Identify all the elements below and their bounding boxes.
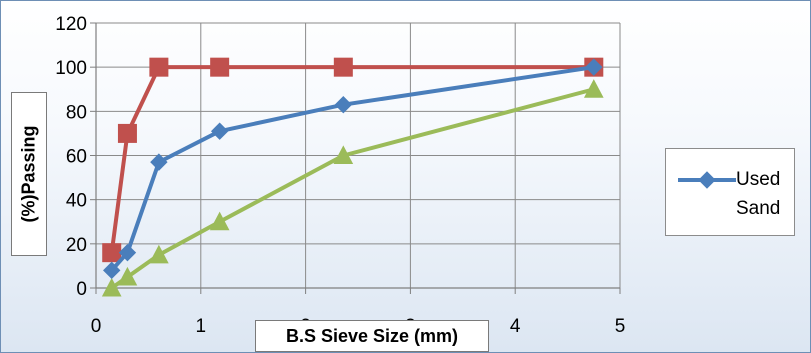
series-2-point	[210, 57, 230, 77]
series-1-point	[210, 122, 229, 140]
y-tick-label: 120	[55, 14, 87, 35]
series-1-point	[334, 96, 353, 114]
y-tick-label: 100	[55, 58, 87, 79]
series-1-point	[118, 243, 137, 262]
x-tick-label: 5	[615, 316, 626, 337]
legend-diamond-marker	[698, 171, 716, 189]
series-3-point	[333, 145, 354, 164]
series-2-line	[109, 65, 594, 253]
series-3-point	[209, 211, 230, 231]
series-2-point	[149, 57, 169, 77]
y-tick-label: 0	[76, 279, 87, 300]
series-3-point	[149, 244, 169, 264]
y-axis-title-text: (%)Passing	[18, 125, 39, 223]
series-3-line	[110, 87, 595, 290]
x-axis-title-text: B.S Sieve Size (mm)	[285, 325, 459, 346]
y-tick-label: 60	[66, 147, 87, 168]
series-3-point	[101, 277, 122, 297]
y-tick-label: 40	[66, 191, 87, 212]
series-2-point	[102, 243, 122, 263]
y-tick-label: 80	[66, 102, 87, 123]
x-tick-label: 0	[91, 316, 102, 337]
series-2-point	[117, 123, 137, 143]
legend: Used Sand	[665, 148, 795, 236]
legend-label-used-sand: Used Sand	[736, 169, 781, 219]
legend-marker-used-sand	[678, 171, 736, 189]
x-tick-label: 4	[510, 316, 521, 337]
series-2-point	[333, 57, 353, 77]
series-1-point	[585, 58, 603, 76]
series-3-point	[583, 79, 604, 98]
series-1-point	[103, 261, 121, 280]
series-3-point	[117, 266, 138, 286]
series-1-point	[150, 153, 168, 171]
x-axis-title: B.S Sieve Size (mm)	[255, 320, 489, 352]
y-tick-label: 20	[66, 235, 87, 256]
x-tick-label: 1	[196, 316, 207, 337]
y-axis-title: (%)Passing	[11, 92, 47, 256]
